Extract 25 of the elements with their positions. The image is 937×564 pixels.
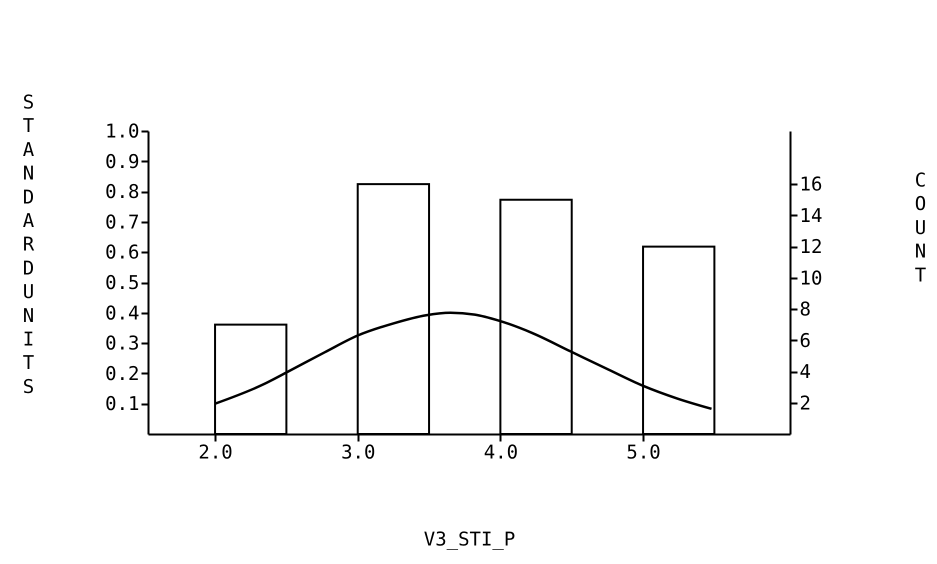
x-tick-label: 2.0 bbox=[198, 442, 233, 464]
y2-tick-label: 12 bbox=[800, 236, 822, 258]
y2-tick-label: 4 bbox=[800, 361, 811, 384]
y-tick-label: 0.1 bbox=[105, 393, 140, 416]
y2-tick-label: 2 bbox=[800, 392, 811, 414]
y-tick-label: 0.3 bbox=[105, 332, 140, 355]
y2-tick-label: 10 bbox=[800, 267, 822, 290]
x-tick-label: 4.0 bbox=[484, 442, 518, 464]
y-tick-label: 0.4 bbox=[105, 302, 140, 324]
y2-tick-label: 16 bbox=[800, 174, 822, 196]
y2-tick-label: 8 bbox=[800, 298, 811, 321]
y2-axis-title: COUNT bbox=[914, 170, 926, 286]
y-tick-label: 0.6 bbox=[105, 242, 140, 264]
y-tick-label: 0.9 bbox=[105, 150, 140, 173]
y-tick-label: 0.7 bbox=[105, 211, 140, 234]
y-tick-label: 0.8 bbox=[105, 181, 140, 204]
x-axis-title: V3_STI_P bbox=[424, 528, 516, 550]
x-tick-label: 3.0 bbox=[341, 442, 376, 464]
y2-tick-label: 6 bbox=[800, 330, 811, 352]
y2-tick-label: 14 bbox=[800, 204, 822, 227]
text: STANDARD UNITS bbox=[22, 92, 34, 398]
x-tick-label: 5.0 bbox=[626, 442, 661, 464]
y-tick-label: 1.0 bbox=[105, 120, 140, 142]
y-tick-label: 0.2 bbox=[105, 362, 140, 385]
y-tick-label: 0.5 bbox=[105, 272, 140, 294]
